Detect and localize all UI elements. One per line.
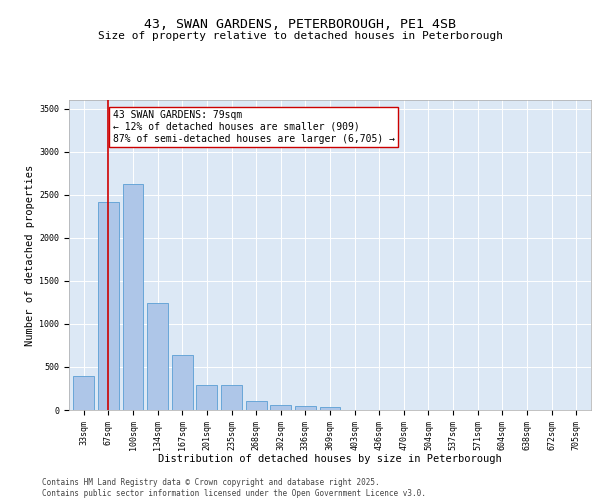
Bar bbox=[196, 385, 217, 410]
Text: 43, SWAN GARDENS, PETERBOROUGH, PE1 4SB: 43, SWAN GARDENS, PETERBOROUGH, PE1 4SB bbox=[144, 18, 456, 30]
Bar bbox=[98, 202, 119, 410]
Bar bbox=[245, 401, 266, 410]
Bar bbox=[172, 355, 193, 410]
Bar bbox=[295, 406, 316, 410]
Bar bbox=[270, 406, 291, 410]
X-axis label: Distribution of detached houses by size in Peterborough: Distribution of detached houses by size … bbox=[158, 454, 502, 464]
Y-axis label: Number of detached properties: Number of detached properties bbox=[25, 164, 35, 346]
Text: Contains HM Land Registry data © Crown copyright and database right 2025.
Contai: Contains HM Land Registry data © Crown c… bbox=[42, 478, 426, 498]
Bar bbox=[73, 376, 94, 410]
Text: 43 SWAN GARDENS: 79sqm
← 12% of detached houses are smaller (909)
87% of semi-de: 43 SWAN GARDENS: 79sqm ← 12% of detached… bbox=[113, 110, 395, 144]
Bar bbox=[122, 184, 143, 410]
Text: Size of property relative to detached houses in Peterborough: Size of property relative to detached ho… bbox=[97, 31, 503, 41]
Bar bbox=[221, 386, 242, 410]
Bar bbox=[147, 303, 168, 410]
Bar bbox=[320, 408, 340, 410]
